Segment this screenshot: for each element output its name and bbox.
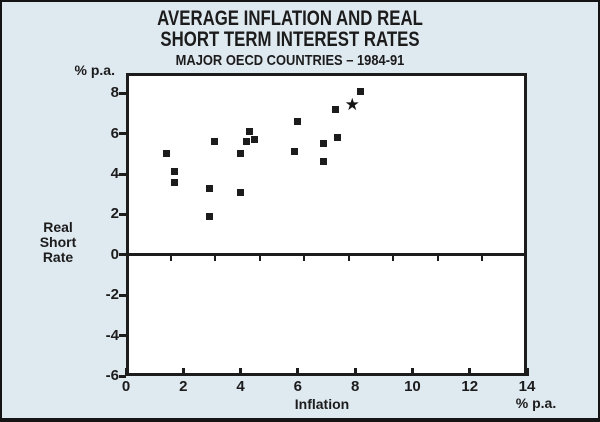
data-point-square bbox=[205, 184, 213, 192]
y-tick-mark bbox=[119, 132, 126, 136]
data-point-square bbox=[237, 150, 245, 158]
zero-line-tick bbox=[258, 256, 261, 262]
x-tick-mark bbox=[410, 368, 414, 376]
zero-line-tick bbox=[481, 256, 484, 262]
y-tick-label: 0 bbox=[110, 245, 119, 263]
zero-line-tick bbox=[214, 256, 217, 262]
data-point-square bbox=[334, 134, 342, 142]
plot-area bbox=[126, 73, 527, 376]
x-tick-mark bbox=[296, 368, 300, 376]
y-tick-label: -6 bbox=[105, 367, 119, 384]
data-point-square bbox=[162, 150, 170, 158]
zero-line-tick bbox=[392, 256, 395, 262]
data-point-square bbox=[171, 168, 179, 176]
y-tick-mark bbox=[119, 212, 126, 216]
x-tick-label: 14 bbox=[518, 378, 536, 395]
x-axis-title: Inflation bbox=[294, 396, 350, 412]
x-tick-label: 10 bbox=[404, 378, 421, 395]
data-point-square bbox=[357, 87, 365, 95]
y-tick-mark bbox=[119, 374, 126, 378]
y-axis-title-line-2: Short bbox=[39, 234, 77, 250]
data-point-square bbox=[242, 138, 250, 146]
zero-line-tick bbox=[347, 256, 350, 262]
x-tick-label: 4 bbox=[236, 378, 245, 395]
data-point-square bbox=[294, 117, 302, 125]
x-tick-label: 8 bbox=[350, 378, 360, 395]
y-tick-mark bbox=[119, 293, 126, 297]
x-tick-label: 12 bbox=[461, 378, 479, 395]
chart-title-line-2: SHORT TERM INTEREST RATES bbox=[160, 28, 420, 51]
zero-line-tick bbox=[436, 256, 439, 262]
x-tick-mark bbox=[468, 368, 472, 376]
data-point-square bbox=[291, 148, 299, 156]
x-tick-mark bbox=[239, 368, 243, 376]
y-tick-mark bbox=[119, 172, 126, 176]
y-tick-label: -4 bbox=[105, 326, 119, 344]
data-point-square bbox=[320, 158, 328, 166]
x-axis-unit-label: % p.a. bbox=[515, 395, 557, 411]
y-tick-label: 2 bbox=[110, 205, 119, 223]
data-point-star: ★ bbox=[344, 94, 360, 114]
y-tick-label: -2 bbox=[105, 286, 119, 304]
y-tick-label: 8 bbox=[110, 84, 119, 102]
x-tick-mark bbox=[525, 368, 529, 376]
data-point-square bbox=[205, 212, 213, 220]
data-point-square bbox=[331, 105, 339, 113]
x-tick-label: 0 bbox=[121, 378, 131, 395]
y-axis-title: Real Short Rate bbox=[18, 220, 98, 265]
chart-title-line-1: AVERAGE INFLATION AND REAL bbox=[157, 7, 423, 30]
y-tick-mark bbox=[119, 253, 126, 257]
y-tick-mark bbox=[119, 91, 126, 95]
data-point-square bbox=[171, 178, 179, 186]
plot-data-layer: ★ bbox=[126, 73, 527, 376]
data-point-square bbox=[237, 188, 245, 196]
zero-line-tick bbox=[169, 256, 172, 262]
zero-line bbox=[126, 253, 527, 257]
y-axis-title-line-1: Real bbox=[43, 219, 73, 235]
y-tick-label: 6 bbox=[110, 124, 119, 142]
y-tick-mark bbox=[119, 334, 126, 338]
chart-title: AVERAGE INFLATION AND REAL SHORT TERM IN… bbox=[0, 8, 580, 68]
x-tick-mark bbox=[124, 368, 128, 376]
zero-line-tick bbox=[303, 256, 306, 262]
data-point-square bbox=[211, 138, 219, 146]
y-axis-title-line-3: Rate bbox=[42, 249, 74, 265]
x-tick-label: 2 bbox=[179, 378, 188, 395]
x-tick-label: 6 bbox=[293, 378, 303, 395]
y-axis-unit-label: % p.a. bbox=[74, 62, 115, 78]
data-point-square bbox=[245, 128, 253, 136]
data-point-square bbox=[320, 140, 328, 148]
data-point-square bbox=[251, 136, 259, 144]
y-tick-label: 4 bbox=[110, 165, 119, 182]
chart-subtitle: MAJOR OECD COUNTRIES – 1984-91 bbox=[175, 52, 405, 69]
x-tick-mark bbox=[181, 368, 185, 376]
x-tick-mark bbox=[353, 368, 357, 376]
